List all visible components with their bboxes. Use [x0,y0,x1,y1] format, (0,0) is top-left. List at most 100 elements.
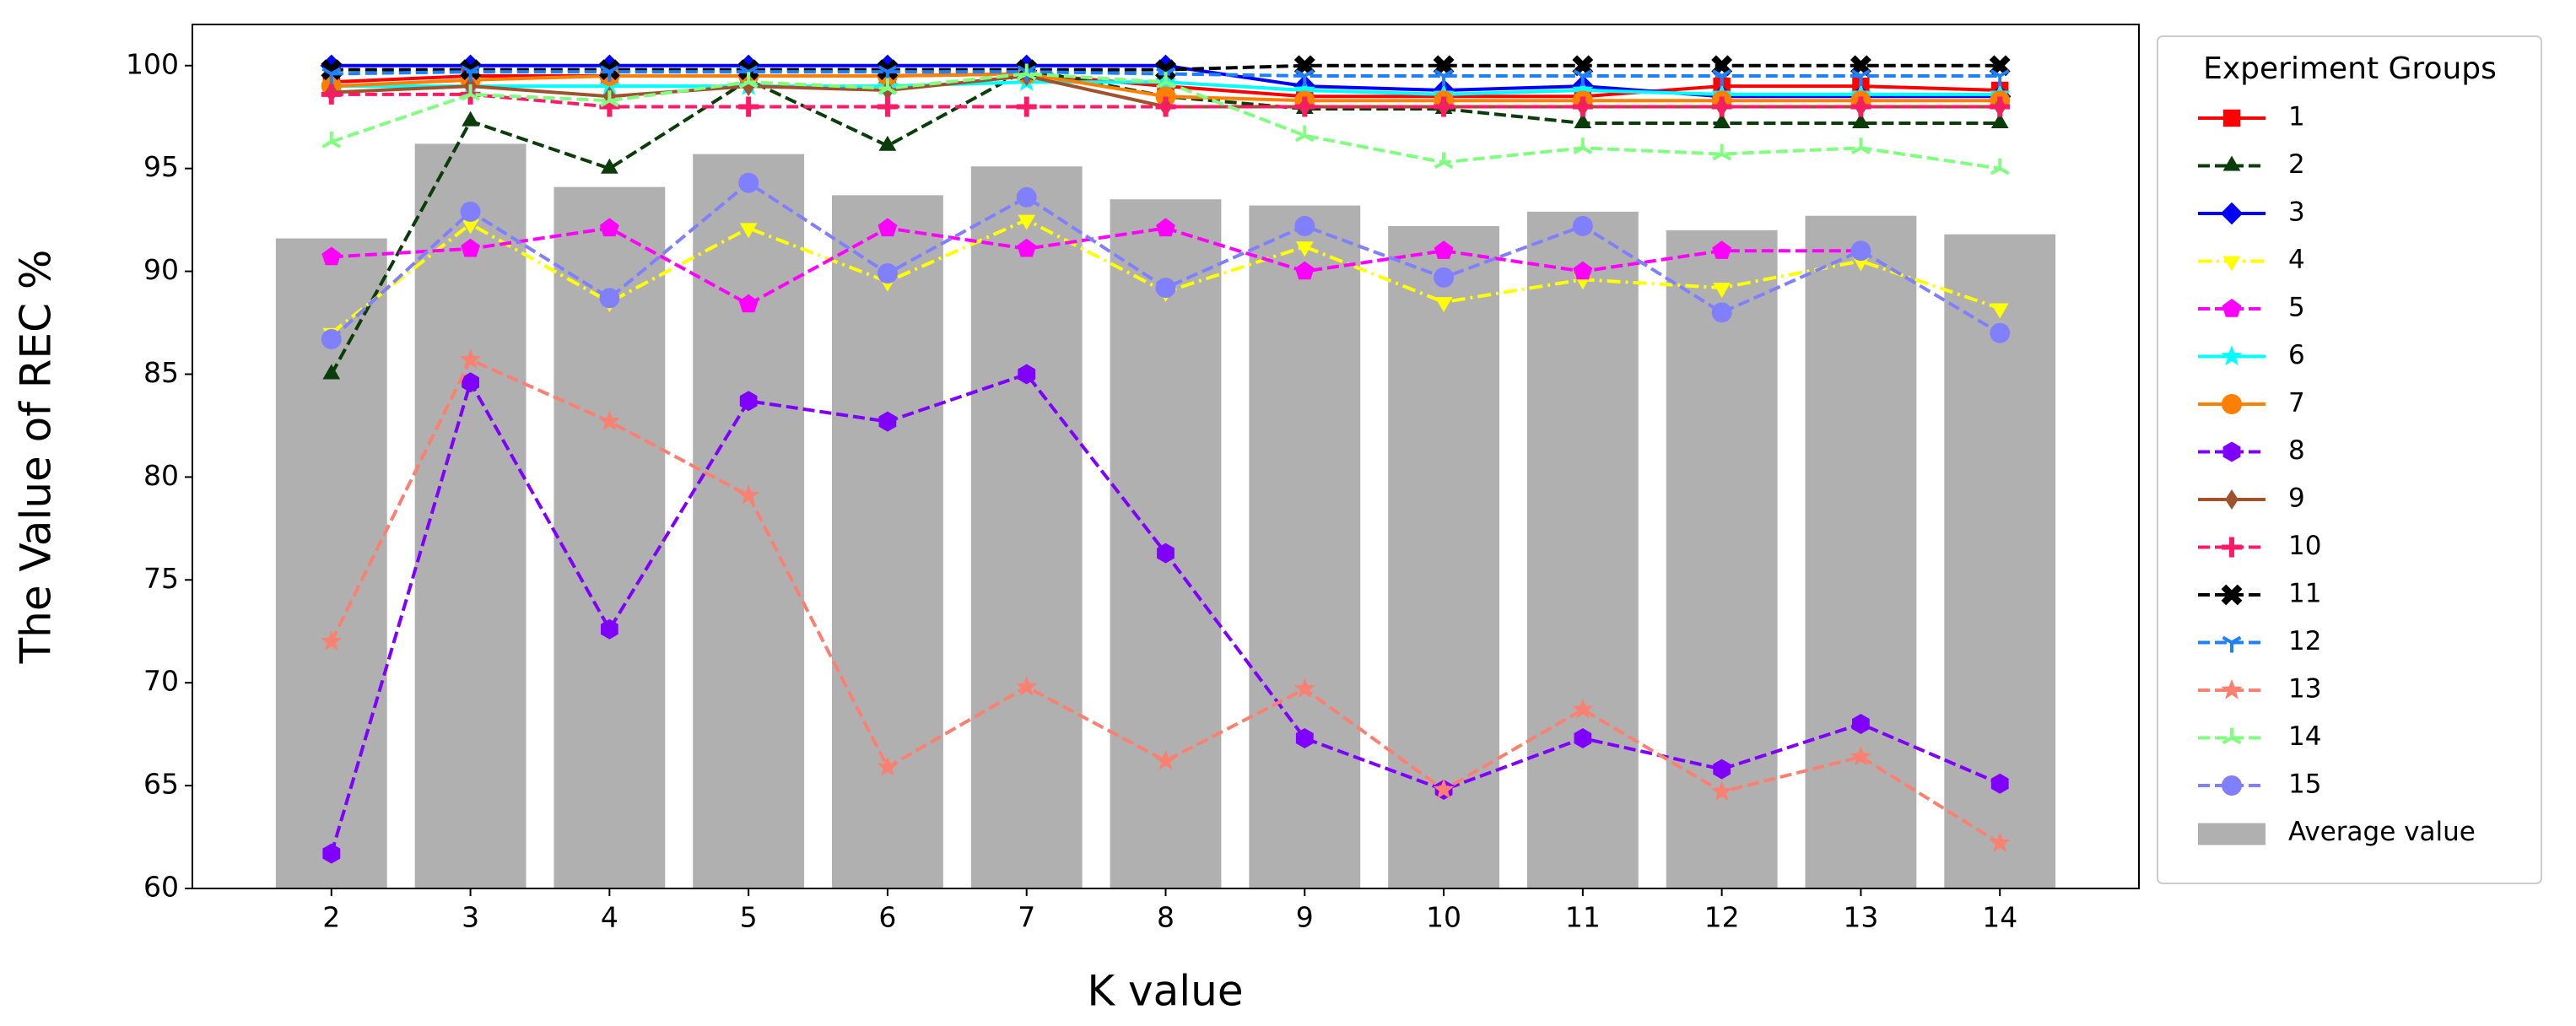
marker [1573,138,1593,155]
marker [1850,138,1871,155]
bar [832,195,943,888]
bar [414,143,527,888]
marker [462,111,479,127]
marker [738,294,759,313]
legend-marker [2222,299,2242,317]
marker [1154,749,1177,770]
marker [461,238,480,257]
marker [1850,745,1871,766]
legend-marker [2222,109,2241,127]
marker [1711,780,1733,802]
marker [737,59,759,81]
marker [1990,96,2011,117]
marker [321,246,342,266]
marker [1852,113,1870,128]
marker [321,630,343,651]
marker [1016,186,1037,208]
y-tick-label: 60 [143,871,179,904]
marker [460,348,482,370]
marker [599,90,619,107]
marker [462,372,479,393]
x-tick-label: 13 [1843,901,1878,934]
y-axis-label: The Value of REC % [12,250,61,665]
legend-label: 8 [2288,435,2305,466]
marker [1294,96,1315,117]
marker [599,218,619,237]
marker [1990,303,2009,319]
y-tick-label: 95 [143,150,179,183]
x-tick-label: 11 [1565,901,1601,934]
marker [1850,240,1871,262]
legend-label: 2 [2288,149,2305,180]
marker [739,223,758,239]
legend-label: 3 [2288,197,2305,228]
marker [322,364,341,380]
marker [1711,96,1732,117]
marker [1434,152,1454,170]
marker [1850,69,1871,86]
marker [1712,143,1732,161]
legend-marker [2222,441,2241,462]
marker [877,756,899,776]
marker [1293,78,1315,100]
marker [1434,96,1455,117]
marker [1294,69,1315,86]
legend-marker [2222,775,2242,796]
marker [1711,302,1732,323]
marker [1713,759,1731,780]
marker [322,843,341,864]
marker [321,84,342,105]
x-tick-label: 2 [322,901,340,934]
legend-title: Experiment Groups [2203,51,2497,86]
marker [1990,773,2009,794]
x-tick-label: 3 [462,901,479,934]
marker [601,618,618,640]
bar [970,166,1083,888]
marker [739,391,758,412]
legend-marker [2222,155,2241,171]
marker [321,329,342,350]
bar [1526,211,1639,888]
marker [1852,714,1870,734]
x-tick-label: 8 [1157,901,1175,934]
marker [1156,72,1175,89]
marker [1572,96,1593,117]
legend-label: 4 [2288,245,2305,275]
marker [1434,267,1455,288]
marker [598,410,620,431]
marker [599,65,619,83]
marker [601,158,618,174]
legend-label: 10 [2288,531,2321,561]
legend-frame [2157,35,2542,884]
y-tick-label: 75 [143,562,179,595]
y-tick-label: 100 [126,47,179,80]
x-tick-label: 12 [1704,901,1740,934]
marker [460,201,481,222]
marker [1574,113,1592,128]
marker [1990,113,2009,128]
marker [1018,214,1036,230]
y-tick-label: 65 [143,768,179,801]
marker [1156,218,1175,237]
marker [1990,158,2010,176]
marker [321,67,342,84]
marker [1572,215,1593,236]
marker [738,72,759,89]
marker [1157,543,1175,564]
marker [1850,96,1871,117]
marker [460,59,481,81]
marker [1155,86,1176,107]
marker [1434,69,1454,86]
legend: Experiment Groups123456789101112131415Av… [2157,35,2542,884]
y-tick-label: 90 [143,253,179,286]
legend-marker [2222,394,2242,414]
marker [738,96,759,117]
marker [1433,778,1455,799]
marker [1573,69,1593,86]
legend-label: 5 [2288,293,2305,323]
marker [1294,125,1315,143]
marker [599,288,620,309]
legend-marker [2222,635,2242,653]
